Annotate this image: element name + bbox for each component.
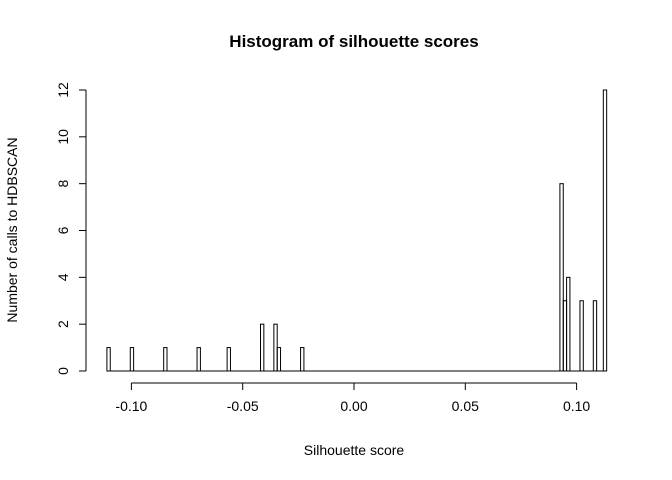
y-axis: 0 2 4 6 8 10 12 <box>55 82 87 375</box>
y-tick-label: 4 <box>55 273 71 281</box>
y-tick-label: 10 <box>55 129 71 145</box>
x-axis: -0.10 -0.05 0.00 0.05 0.10 <box>115 382 590 414</box>
x-tick-label: 0.00 <box>340 398 367 414</box>
histogram-bar <box>106 347 111 372</box>
histogram-bar <box>566 276 571 372</box>
histogram-bar <box>260 323 265 372</box>
histogram-bar <box>579 300 584 372</box>
histogram-bar <box>602 89 608 372</box>
y-tick-label: 2 <box>55 320 71 328</box>
histogram-bar <box>559 183 564 372</box>
histogram-bar <box>273 323 278 372</box>
x-tick-label: 0.05 <box>452 398 479 414</box>
x-axis-label: Silhouette score <box>304 442 405 458</box>
histogram-bar <box>592 300 598 372</box>
histogram-bar <box>129 347 135 372</box>
x-tick-label: 0.10 <box>563 398 590 414</box>
histogram-bar <box>300 347 305 372</box>
histogram-bar <box>562 300 568 372</box>
histogram-bar <box>163 347 168 372</box>
y-tick-label: 12 <box>55 82 71 98</box>
histogram-bar <box>276 347 282 372</box>
y-tick-label: 8 <box>55 180 71 188</box>
histogram-bar <box>196 347 201 372</box>
x-tick-label: -0.10 <box>115 398 147 414</box>
histogram-bar <box>226 347 231 372</box>
y-tick-label: 6 <box>55 226 71 234</box>
chart-title: Histogram of silhouette scores <box>229 32 478 51</box>
y-axis-label: Number of calls to HDBSCAN <box>4 137 20 322</box>
y-tick-label: 0 <box>55 367 71 375</box>
x-tick-label: -0.05 <box>227 398 259 414</box>
histogram-bars <box>106 89 608 372</box>
